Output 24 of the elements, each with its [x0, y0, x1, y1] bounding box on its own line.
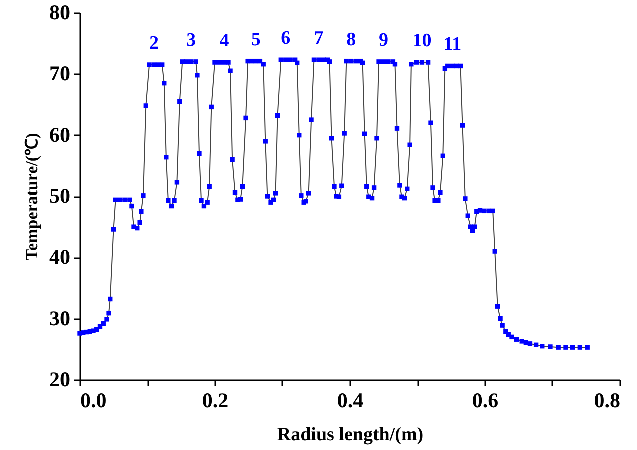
- annotation: 6: [281, 28, 291, 50]
- annotation: 8: [346, 29, 356, 50]
- annotation: 9: [379, 30, 388, 51]
- annotation: 2: [150, 32, 159, 54]
- annotation: 7: [314, 28, 324, 50]
- x-axis-title: Radius length/(m): [277, 424, 424, 446]
- y-tick-label: 30: [50, 306, 70, 330]
- y-tick-label: 20: [50, 368, 70, 392]
- annotation: 11: [444, 34, 462, 56]
- y-tick-label: 40: [50, 245, 70, 270]
- annotation: 3: [186, 30, 196, 51]
- y-tick-label: 50: [50, 184, 70, 208]
- annotation: 5: [251, 29, 261, 50]
- y-tick-label: 80: [50, 0, 70, 24]
- y-tick-label: 70: [50, 62, 70, 86]
- x-tick-label: 0.0: [80, 388, 107, 412]
- x-tick-label: 0.8: [594, 388, 620, 412]
- x-tick-label: 0.2: [202, 388, 229, 412]
- x-tick-label: 0.6: [472, 388, 499, 412]
- x-tick-label: 0.4: [337, 388, 364, 412]
- y-axis-title: Temperature/(℃): [22, 133, 42, 261]
- annotation: 4: [220, 30, 230, 52]
- annotation: 10: [412, 30, 432, 52]
- y-tick-label: 60: [50, 122, 70, 147]
